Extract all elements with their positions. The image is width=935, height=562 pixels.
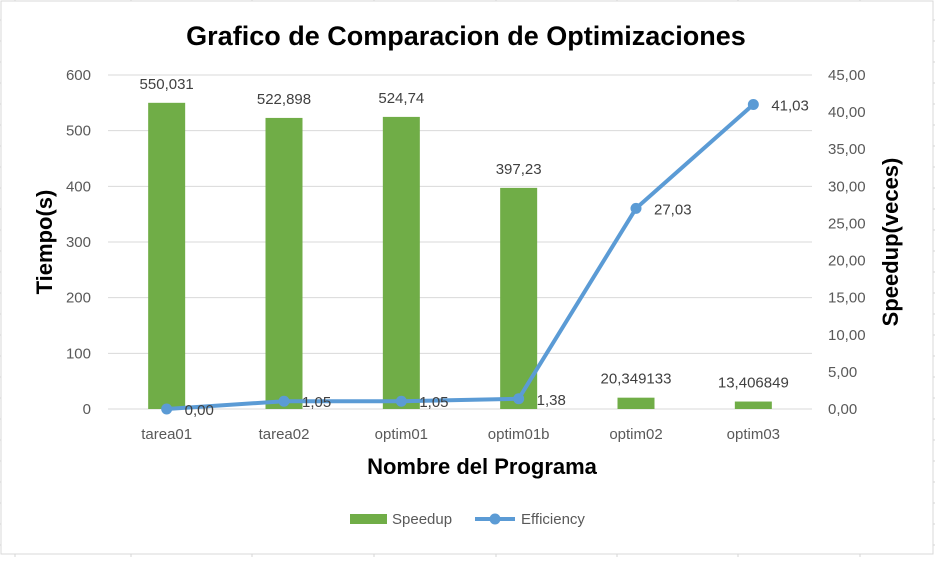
bar[interactable] [148, 102, 186, 410]
gridlines [108, 74, 812, 410]
bar[interactable] [500, 187, 538, 409]
bar[interactable] [734, 401, 772, 409]
y-tick-label: 0 [83, 401, 91, 418]
y-tick-label: 600 [66, 67, 91, 84]
y2-tick-label: 5,00 [828, 364, 857, 381]
line-data-label: 1,05 [302, 394, 331, 411]
legend[interactable]: Speedup Efficiency [350, 511, 585, 528]
y-axis-title: Tiempo(s) [32, 190, 57, 295]
x-tick-label: tarea02 [259, 426, 310, 443]
x-axis: tarea01 tarea02 optim01 optim01b optim02 opti… [141, 426, 780, 443]
line-marker[interactable] [395, 395, 407, 407]
y-tick-label: 300 [66, 234, 91, 251]
line-marker[interactable] [513, 393, 525, 405]
legend-label-speedup: Speedup [392, 511, 452, 528]
y2-tick-label: 35,00 [828, 141, 866, 158]
line-data-label: 1,38 [537, 392, 566, 409]
y-tick-label: 400 [66, 178, 91, 195]
y2-tick-label: 0,00 [828, 401, 857, 418]
x-tick-label: optim02 [609, 426, 662, 443]
bar-data-label: 13,406849 [718, 375, 789, 392]
y2-tick-label: 45,00 [828, 67, 866, 84]
legend-label-efficiency: Efficiency [521, 511, 585, 528]
y2-tick-label: 20,00 [828, 253, 866, 270]
line-data-label: 41,03 [771, 97, 809, 114]
bar-data-label: 397,23 [496, 161, 542, 178]
y-tick-label: 200 [66, 290, 91, 307]
y2-tick-label: 15,00 [828, 290, 866, 307]
x-tick-label: tarea01 [141, 426, 192, 443]
line-data-label: 1,05 [419, 394, 448, 411]
x-tick-label: optim01b [488, 426, 550, 443]
x-tick-label: optim01 [375, 426, 428, 443]
y2-axis-title: Speedup(veces) [878, 158, 903, 327]
line-marker[interactable] [630, 202, 642, 214]
line-series[interactable] [161, 98, 759, 415]
line-path[interactable] [164, 102, 756, 411]
y-tick-label: 500 [66, 123, 91, 140]
line-marker[interactable] [747, 98, 759, 110]
line-marker[interactable] [161, 403, 173, 415]
y-tick-label: 100 [66, 345, 91, 362]
x-axis-title: Nombre del Programa [367, 454, 598, 479]
bar-data-label: 550,031 [140, 76, 194, 93]
chart-title[interactable]: Grafico de Comparacion de Optimizaciones [186, 21, 746, 51]
bar[interactable] [382, 116, 420, 410]
y2-tick-label: 10,00 [828, 327, 866, 344]
bar-series[interactable] [148, 102, 772, 410]
x-tick-label: optim03 [727, 426, 780, 443]
y2-tick-label: 25,00 [828, 215, 866, 232]
legend-marker-efficiency [489, 513, 501, 525]
y-axis-left: 0 100 200 300 400 500 600 [66, 67, 91, 418]
line-data-label: 0,00 [185, 402, 214, 419]
y-axis-right: 0,00 5,00 10,00 15,00 20,00 25,00 30,00 35,00 40… [828, 67, 866, 418]
line-data-labels: 0,00 1,05 1,05 1,38 27,03 41,03 [185, 97, 809, 419]
y2-tick-label: 40,00 [828, 104, 866, 121]
bar[interactable] [617, 397, 655, 409]
bar-data-label: 522,898 [257, 91, 311, 108]
line-data-label: 27,03 [654, 201, 692, 218]
bar-data-label: 20,349133 [601, 371, 672, 388]
y2-tick-label: 30,00 [828, 178, 866, 195]
bar-data-label: 524,74 [378, 90, 424, 107]
legend-swatch-speedup [350, 514, 387, 524]
line-marker[interactable] [278, 395, 290, 407]
bar[interactable] [265, 117, 303, 410]
bar-data-labels: 550,031 522,898 524,74 397,23 20,349133 13,40… [140, 76, 789, 392]
